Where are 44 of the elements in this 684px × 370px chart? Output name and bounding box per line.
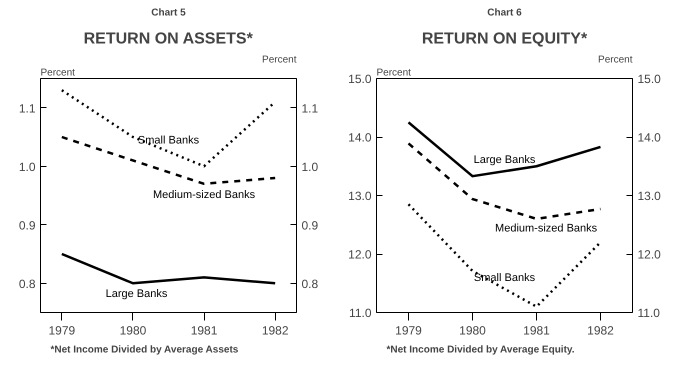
series-label: Large Banks: [474, 154, 536, 166]
y-axis-title: Percent: [40, 68, 76, 78]
y2-tick-label: 14.0: [638, 130, 662, 144]
y2-tick-label: 11.0: [638, 306, 660, 320]
text: *Net Income Divided by Average Equity.: [386, 344, 575, 356]
series-label: Large Banks: [106, 288, 168, 300]
y-tick-label: 1.1: [18, 101, 36, 116]
x-tick-label: 1979: [48, 324, 76, 338]
y2-tick-label: 0.8: [302, 276, 319, 291]
y2-axis-title: Percent: [598, 54, 633, 66]
text: *Net Income Divided by Average Assets: [50, 344, 239, 356]
y-tick-label: 13.0: [348, 189, 372, 203]
series-label: Medium-sized Banks: [153, 188, 256, 201]
y-tick-label: 1.0: [18, 160, 36, 174]
x-tick-label: 1979: [395, 324, 422, 338]
y2-tick-label: 12.0: [638, 248, 662, 262]
x-tick-label: 1980: [120, 324, 147, 338]
y2-tick-label: 1.0: [302, 160, 319, 174]
y2-tick-label: 1.1: [302, 101, 319, 116]
x-tick-label: 1980: [459, 324, 486, 338]
x-tick-label: 1981: [523, 324, 550, 338]
line-series: [407, 121, 602, 178]
chart-subtitle: Chart 5: [151, 8, 186, 18]
line-series: [60, 136, 276, 186]
y-tick-label: 12.0: [348, 248, 372, 262]
y2-tick-label: 15.0: [638, 72, 662, 86]
chart-subtitle: Chart 6: [487, 8, 522, 18]
line-series: [407, 142, 602, 220]
y2-axis-title: Percent: [262, 54, 297, 66]
chart-title: RETURN ON ASSETS*: [84, 30, 254, 48]
y2-tick-label: 13.0: [638, 189, 662, 203]
line-series: [407, 203, 602, 308]
y-axis-title: Percent: [376, 68, 412, 78]
x-tick-label: 1982: [262, 324, 289, 338]
x-tick-label: 1982: [587, 324, 614, 338]
series-label: Medium-sized Banks: [495, 222, 598, 234]
y2-tick-label: 0.9: [302, 218, 319, 232]
y-tick-label: 15.0: [348, 72, 372, 86]
y-tick-label: 14.0: [348, 130, 372, 144]
y-tick-label: 11.0: [349, 306, 372, 320]
x-tick-label: 1981: [190, 324, 218, 338]
chart-title: RETURN ON EQUITY*: [422, 30, 588, 48]
y-tick-label: 0.8: [18, 276, 36, 291]
y-tick-label: 0.9: [18, 218, 36, 232]
